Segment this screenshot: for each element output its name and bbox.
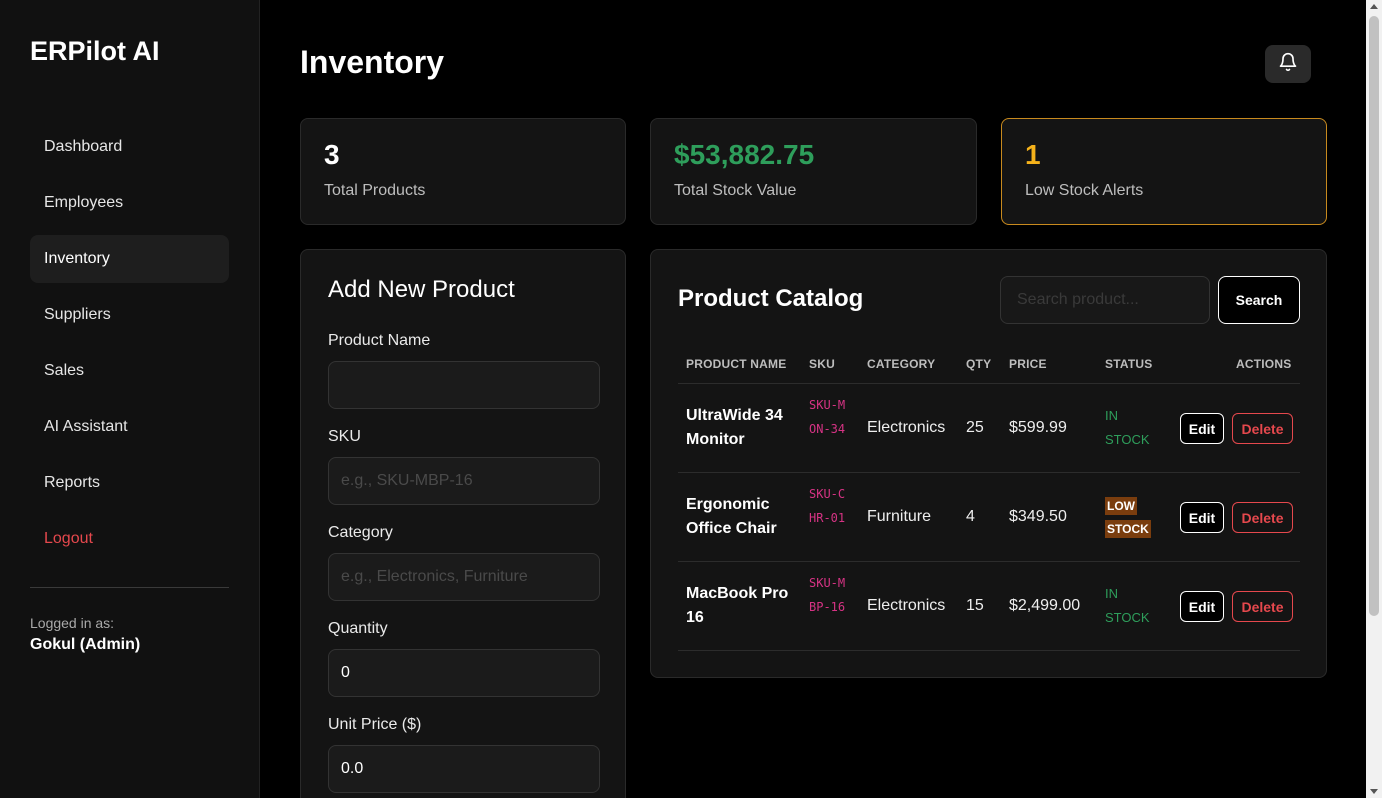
edit-button[interactable]: Edit [1180,413,1224,444]
column-header-price: PRICE [1009,357,1047,371]
delete-button[interactable]: Delete [1232,591,1293,622]
form-title: Add New Product [328,276,515,303]
product-category: Electronics [867,419,946,436]
status-badge: IN STOCK [1105,408,1150,447]
sidebar-nav: Dashboard Employees Inventory Suppliers … [30,123,229,571]
stat-label: Total Stock Value [674,182,797,199]
logged-in-label: Logged in as: [30,615,115,631]
sidebar-item-employees[interactable]: Employees [44,194,124,211]
product-name: UltraWide 34 Monitor [686,407,783,448]
scrollbar-thumb[interactable] [1369,16,1379,616]
bell-icon [1278,52,1298,77]
product-name: MacBook Pro 16 [686,585,789,626]
column-header-category: CATEGORY [867,357,936,371]
row-divider [678,561,1300,562]
product-sku: SKU-MON-34 [809,398,846,436]
stat-value: $53,882.75 [674,139,815,170]
quantity-label: Quantity [328,620,388,637]
column-header-product-name: PRODUCT NAME [686,357,787,371]
stat-value: 3 [324,139,340,170]
sidebar-item-dashboard[interactable]: Dashboard [44,138,123,155]
product-qty: 15 [966,597,984,614]
sidebar-item-reports[interactable]: Reports [44,474,101,491]
category-input[interactable] [328,553,600,601]
column-header-qty: QTY [966,357,992,371]
sidebar-divider [30,587,229,588]
logout-link[interactable]: Logout [44,530,93,547]
row-divider [678,383,1300,384]
product-sku: SKU-MBP-16 [809,576,846,614]
column-header-status: STATUS [1105,357,1153,371]
column-header-sku: SKU [809,357,835,371]
sidebar-item-suppliers[interactable]: Suppliers [44,306,111,323]
stat-card-low-stock-alerts: 1 Low Stock Alerts [1001,118,1327,225]
delete-button[interactable]: Delete [1232,502,1293,533]
edit-button[interactable]: Edit [1180,591,1224,622]
sidebar-item-ai-assistant[interactable]: AI Assistant [44,418,128,435]
unit-price-label: Unit Price ($) [328,716,422,733]
page-scrollbar[interactable] [1366,0,1382,798]
product-price: $349.50 [1009,508,1067,525]
stat-label: Total Products [324,182,426,199]
status-badge-low: LOW STOCK [1105,495,1157,541]
status-badge: IN STOCK [1105,586,1150,625]
status-badge: LOW STOCK [1105,497,1151,538]
scroll-down-arrow-icon[interactable] [1370,789,1378,794]
product-sku: SKU-CHR-01 [809,487,846,525]
logged-in-user: Gokul (Admin) [30,636,141,653]
product-name-label: Product Name [328,332,431,349]
product-category: Electronics [867,597,946,614]
stat-card-total-stock-value: $53,882.75 Total Stock Value [650,118,977,225]
unit-price-input[interactable] [328,745,600,793]
stat-label: Low Stock Alerts [1025,182,1144,199]
sku-label: SKU [328,428,361,445]
brand-logo[interactable]: ERPilot AI [30,36,160,66]
product-catalog: Product Catalog Search PRODUCT NAME SKU … [650,249,1327,678]
product-name-input[interactable] [328,361,600,409]
product-qty: 25 [966,419,984,436]
row-divider [678,650,1300,651]
column-header-actions: ACTIONS [1236,357,1292,371]
product-qty: 4 [966,508,975,525]
sidebar-item-sales[interactable]: Sales [44,362,85,379]
product-price: $2,499.00 [1009,597,1081,614]
delete-button[interactable]: Delete [1232,413,1293,444]
product-price: $599.99 [1009,419,1067,436]
quantity-input[interactable] [328,649,600,697]
search-button[interactable]: Search [1218,276,1300,324]
scroll-up-arrow-icon[interactable] [1370,4,1378,9]
sidebar: ERPilot AI Dashboard Employees Inventory… [0,0,260,798]
category-label: Category [328,524,393,541]
edit-button[interactable]: Edit [1180,502,1224,533]
product-name: Ergonomic Office Chair [686,496,777,537]
catalog-title: Product Catalog [678,285,864,312]
product-category: Furniture [867,508,932,525]
page-title: Inventory [300,44,445,80]
row-divider [678,472,1300,473]
stat-value: 1 [1025,139,1041,170]
stat-card-total-products: 3 Total Products [300,118,626,225]
sidebar-item-inventory[interactable]: Inventory [30,235,229,283]
sku-input[interactable] [328,457,600,505]
add-product-form: Add New Product Product Name SKU Categor… [300,249,626,798]
notifications-button[interactable] [1265,45,1311,83]
search-input[interactable] [1000,276,1210,324]
